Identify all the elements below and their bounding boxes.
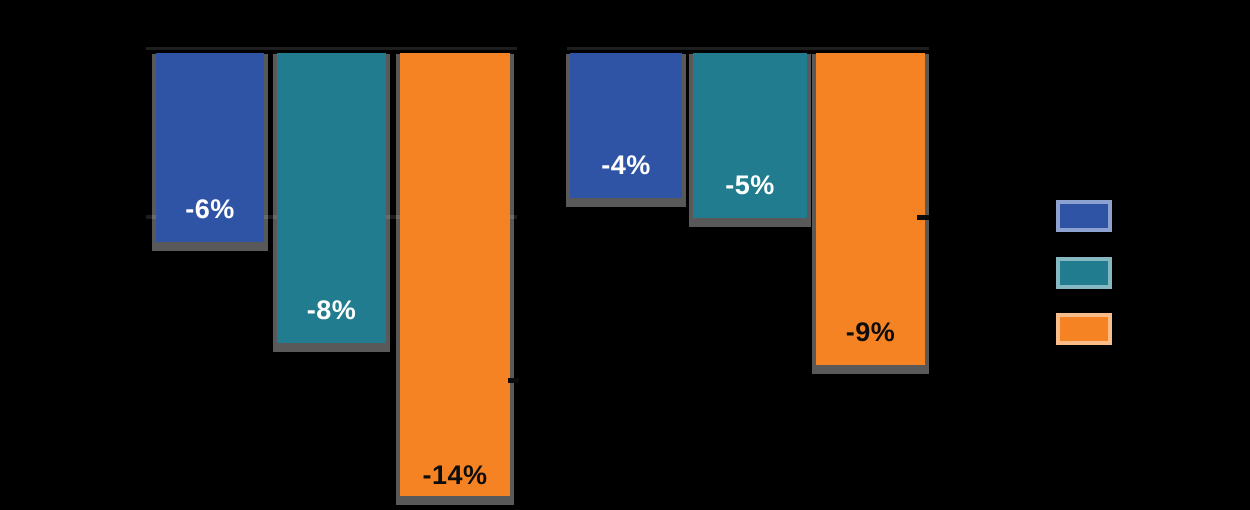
- bar-value-label: -14%: [422, 460, 488, 490]
- bar-value-label: -5%: [725, 170, 775, 200]
- zero-axis-line: [567, 47, 929, 50]
- y-axis-tick-minus-10: [508, 378, 519, 383]
- bar-group1-series3: -14%: [400, 53, 510, 496]
- bar-value-label: -9%: [845, 317, 896, 347]
- zero-axis-line: [146, 47, 517, 50]
- bar-value-label: -4%: [601, 150, 651, 180]
- bar-group1-series1: -6%: [156, 53, 264, 242]
- legend-swatch-teal: [1056, 257, 1112, 289]
- bar-group2-series2: -5%: [693, 53, 807, 218]
- legend-swatch-blue: [1056, 200, 1112, 232]
- bar-group2-series3: -9%: [816, 53, 925, 365]
- bar-group2-series1: -4%: [570, 53, 682, 198]
- legend-swatch-orange: [1056, 313, 1112, 345]
- bar-value-label: -6%: [185, 194, 235, 224]
- bar-value-label: -8%: [306, 295, 357, 325]
- bar-group1-series2: -8%: [277, 53, 386, 343]
- y-axis-tick-minus-5: [917, 215, 929, 220]
